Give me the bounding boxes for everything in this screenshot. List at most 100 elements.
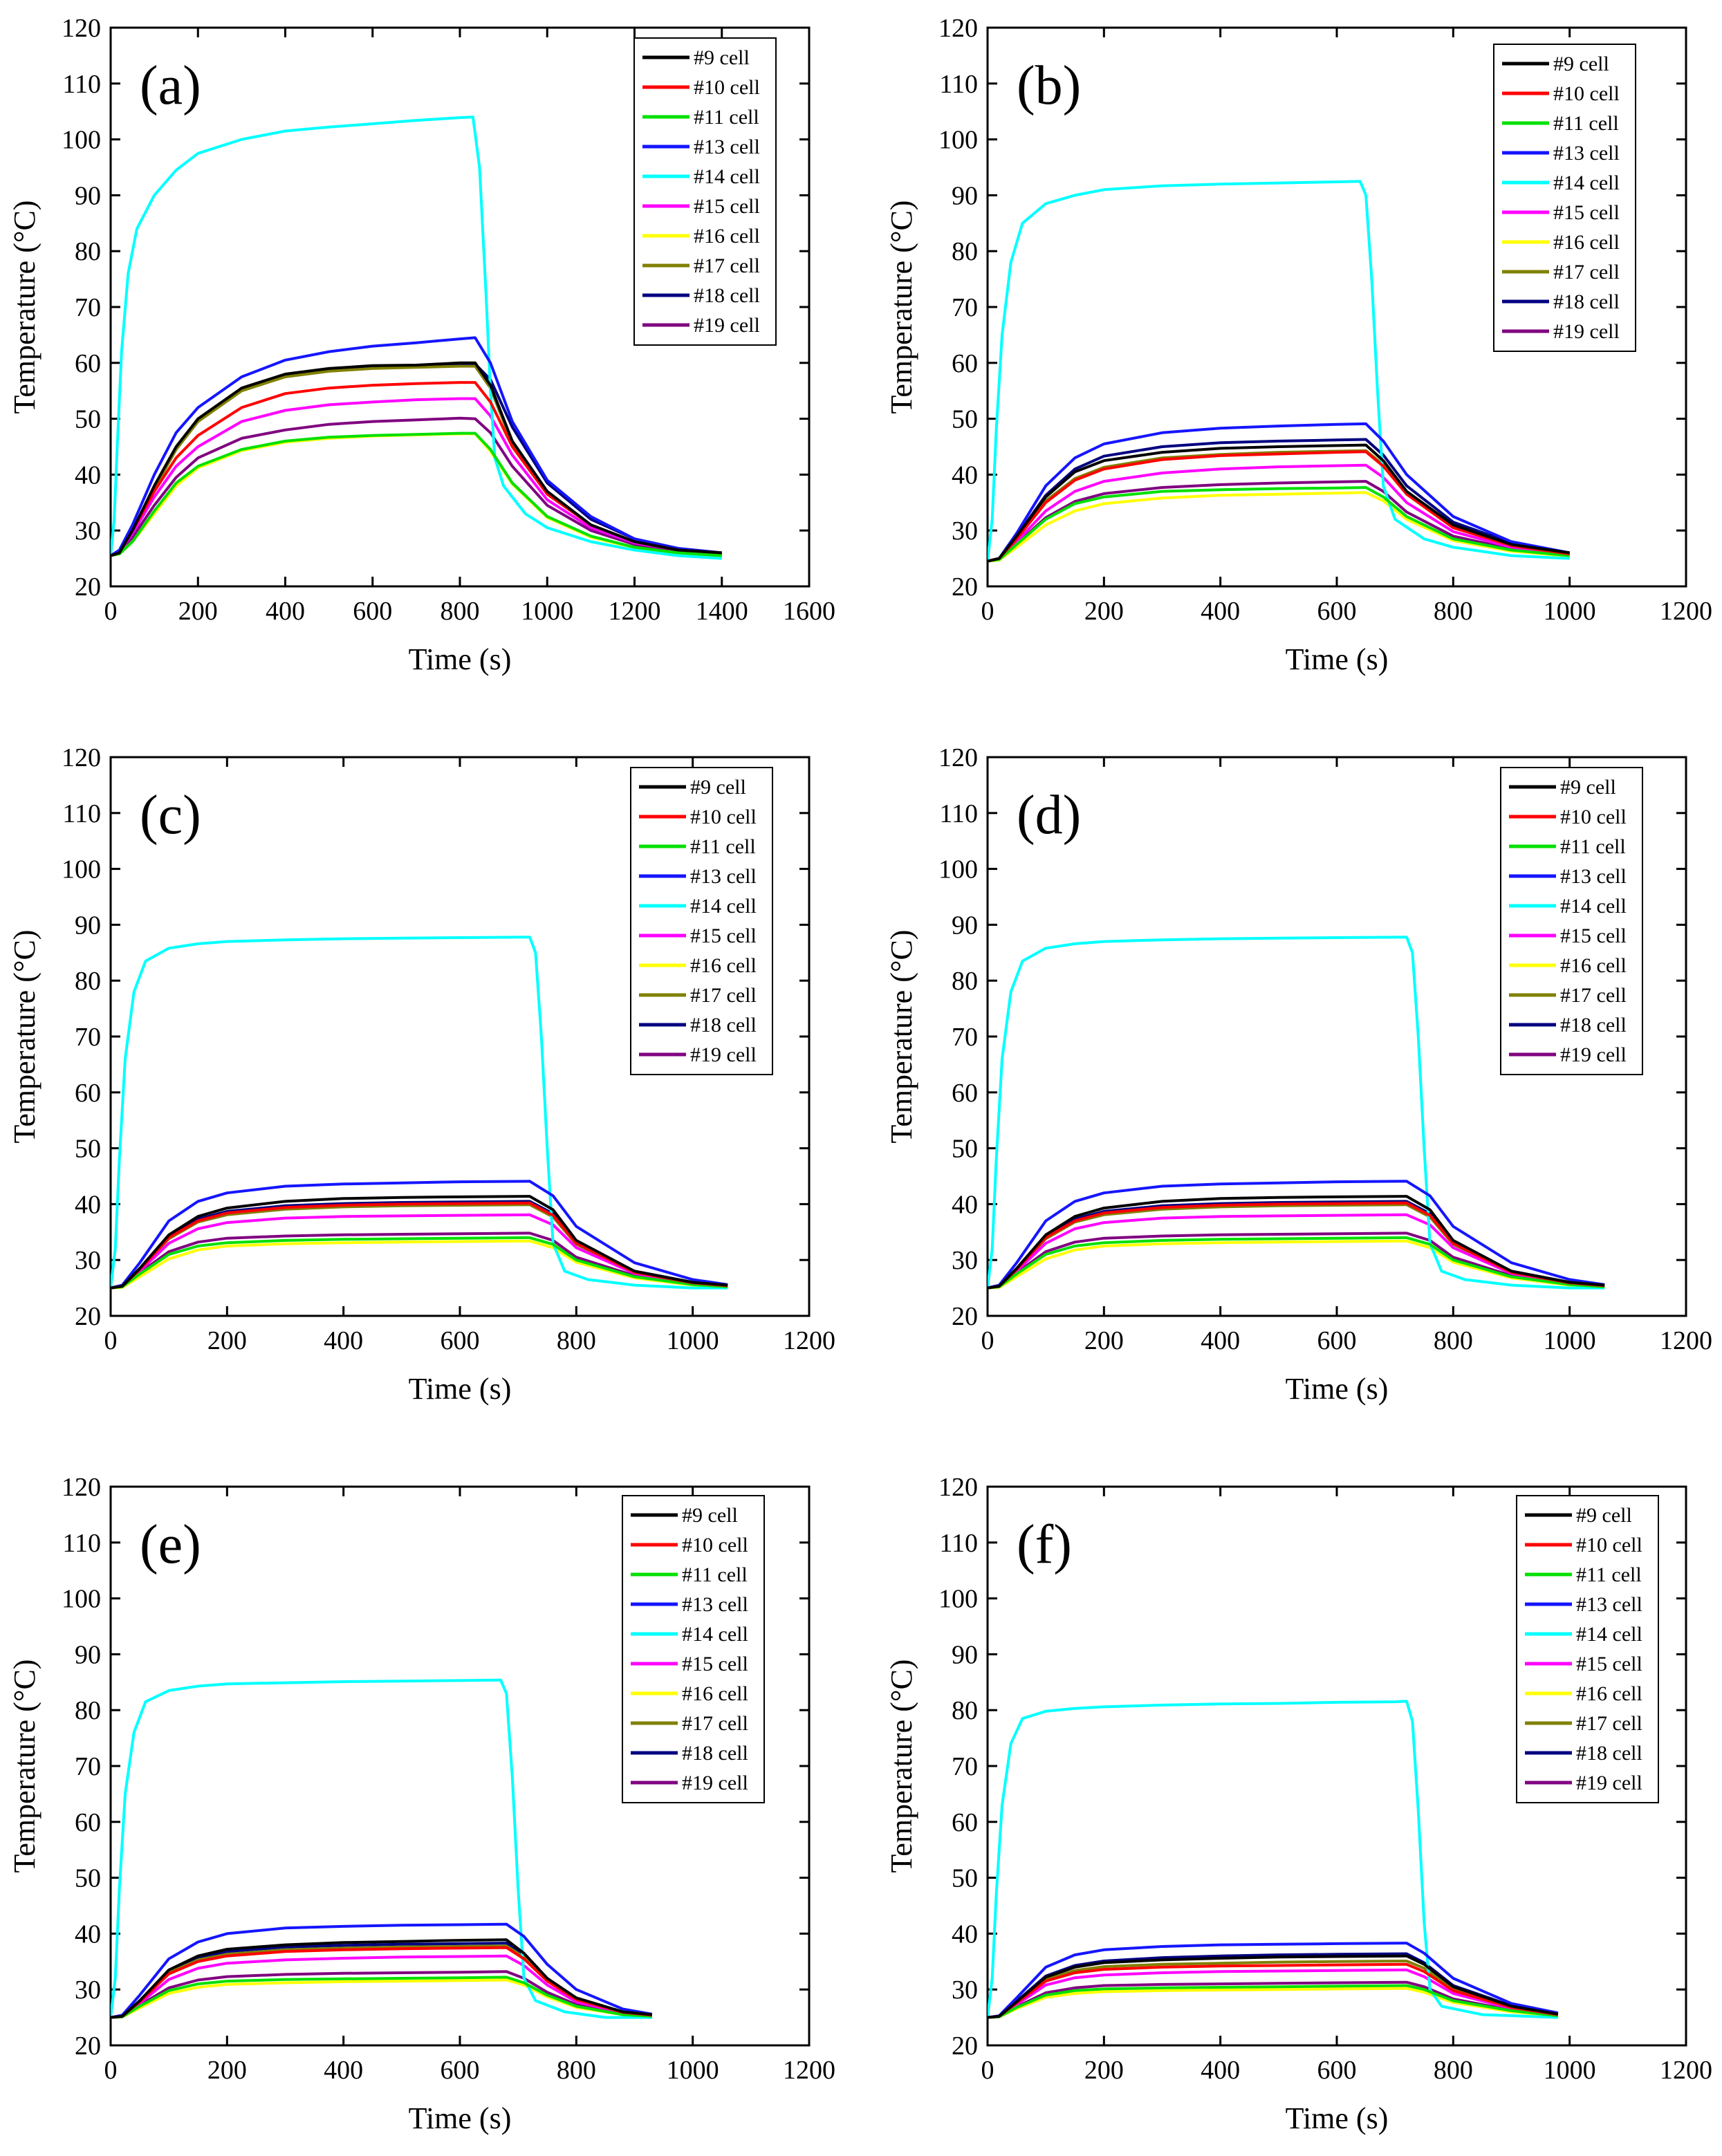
y-tick-label: 40	[75, 1190, 101, 1219]
y-tick-label: 80	[75, 967, 101, 996]
x-tick-label: 1200	[1660, 2056, 1712, 2085]
series-line-13cell	[111, 336, 723, 557]
legend: #9 cell #10 cell #11 cell #13 cell #14 cell #…	[633, 37, 777, 346]
legend-label: #16 cell	[694, 225, 760, 248]
y-tick-label: 80	[952, 237, 978, 266]
x-tick-label: 0	[981, 597, 994, 626]
y-axis-title: Temperature (°C)	[8, 1660, 41, 1873]
x-axis-title: Time (s)	[1286, 1372, 1389, 1406]
series-line-16cell	[111, 1239, 728, 1290]
legend-label: #18 cell	[1553, 290, 1620, 313]
chart-panel-0: 0 200 400 600 800 1000 1200 1400 1600 20 30 40 50 60 7…	[8, 14, 835, 676]
y-tick-label: 120	[938, 743, 978, 772]
x-tick-label: 800	[441, 597, 480, 626]
x-tick-label: 400	[324, 1326, 363, 1355]
x-axis-title: Time (s)	[409, 1372, 512, 1406]
series-line-11cell	[988, 1236, 1605, 1290]
y-tick-label: 70	[75, 293, 101, 322]
series-line-11cell	[111, 431, 722, 557]
series-line-14cell	[988, 180, 1570, 561]
x-tick-label: 400	[324, 2056, 363, 2085]
y-tick-label: 90	[952, 911, 978, 940]
series-line-18cell	[111, 362, 723, 557]
series-lines	[111, 1678, 653, 2019]
y-tick-label: 20	[75, 1302, 101, 1331]
series-line-15cell	[988, 1213, 1605, 1290]
legend-label: #11 cell	[682, 1563, 748, 1586]
series-line-9cell	[988, 1195, 1605, 1290]
x-tick-label: 1000	[667, 2056, 719, 2085]
legend-box	[1516, 1495, 1659, 1803]
y-tick-label: 70	[952, 293, 978, 322]
legend: #9 cell #10 cell #11 cell #13 cell #14 cell #…	[1493, 44, 1636, 352]
x-tick-label: 400	[1201, 597, 1240, 626]
y-tick-label: 60	[952, 349, 978, 378]
y-tick-label: 20	[952, 1302, 978, 1331]
legend-label: #15 cell	[682, 1653, 748, 1675]
y-tick-label: 110	[939, 799, 978, 828]
y-axis-title: Temperature (°C)	[885, 1660, 918, 1873]
panel-label: (d)	[1017, 785, 1081, 846]
y-tick-label: 110	[939, 70, 978, 99]
series-line-16cell	[988, 1239, 1605, 1290]
series-line-10cell	[988, 450, 1570, 563]
x-tick-label: 200	[1084, 1326, 1124, 1355]
legend-label: #15 cell	[694, 195, 760, 218]
legend-label: #9 cell	[682, 1504, 738, 1527]
series-line-10cell	[988, 1962, 1559, 2019]
x-tick-label: 1400	[696, 597, 748, 626]
chart-panel-3: 0 200 400 600 800 1000 1200 20 30 40 50 60 70 80 90 100…	[885, 743, 1712, 1406]
series-line-14cell	[988, 936, 1605, 1290]
y-tick-label: 40	[75, 1920, 101, 1949]
x-axis-title: Time (s)	[1286, 2101, 1389, 2135]
legend-label: #15 cell	[1553, 201, 1620, 224]
legend-label: #11 cell	[690, 835, 756, 858]
legend-label: #19 cell	[690, 1043, 757, 1066]
x-tick-label: 1000	[1544, 597, 1596, 626]
chart-panel-1: 0 200 400 600 800 1000 1200 20 30 40 50 60 70 80 90 100…	[885, 14, 1712, 676]
y-tick-label: 110	[62, 799, 101, 828]
series-line-13cell	[988, 1180, 1605, 1290]
legend-label: #19 cell	[682, 1772, 748, 1794]
legend-label: #17 cell	[1576, 1712, 1642, 1735]
y-tick-label: 100	[62, 126, 101, 155]
x-tick-label: 1200	[1660, 1326, 1712, 1355]
y-tick-label: 50	[952, 405, 978, 434]
legend-label: #16 cell	[1553, 231, 1620, 254]
x-tick-label: 200	[1084, 597, 1124, 626]
x-tick-label: 600	[441, 2056, 480, 2085]
legend-label: #10 cell	[694, 76, 760, 99]
panel-label: (a)	[140, 55, 201, 116]
y-tick-label: 60	[952, 1808, 978, 1837]
y-tick-label: 100	[62, 1585, 101, 1614]
legend-label: #9 cell	[694, 46, 750, 69]
legend-label: #11 cell	[1576, 1563, 1642, 1586]
legend-label: #17 cell	[690, 984, 757, 1007]
legend-label: #13 cell	[1560, 865, 1627, 888]
y-tick-label: 120	[938, 14, 978, 43]
legend: #9 cell #10 cell #11 cell #13 cell #14 cell #…	[630, 767, 773, 1075]
y-tick-label: 70	[952, 1023, 978, 1052]
y-tick-label: 20	[75, 2032, 101, 2061]
y-tick-label: 100	[938, 855, 978, 884]
x-tick-label: 200	[207, 2056, 247, 2085]
series-lines	[111, 115, 723, 560]
x-axis-title: Time (s)	[409, 642, 512, 676]
legend-label: #11 cell	[1553, 112, 1619, 135]
legend-label: #17 cell	[694, 254, 760, 277]
x-tick-label: 400	[1201, 1326, 1240, 1355]
legend-label: #10 cell	[1576, 1534, 1642, 1556]
y-tick-label: 70	[75, 1023, 101, 1052]
x-tick-label: 800	[1434, 2056, 1473, 2085]
y-tick-label: 20	[952, 573, 978, 602]
x-tick-label: 600	[353, 597, 392, 626]
x-tick-label: 600	[1317, 1326, 1357, 1355]
legend-label: #9 cell	[1553, 53, 1609, 75]
legend-label: #9 cell	[1576, 1504, 1632, 1527]
legend-label: #11 cell	[1560, 835, 1626, 858]
y-tick-label: 70	[75, 1752, 101, 1781]
x-tick-label: 400	[266, 597, 305, 626]
y-tick-label: 120	[62, 1473, 101, 1502]
series-line-9cell	[988, 1954, 1559, 2019]
y-tick-label: 60	[75, 1808, 101, 1837]
